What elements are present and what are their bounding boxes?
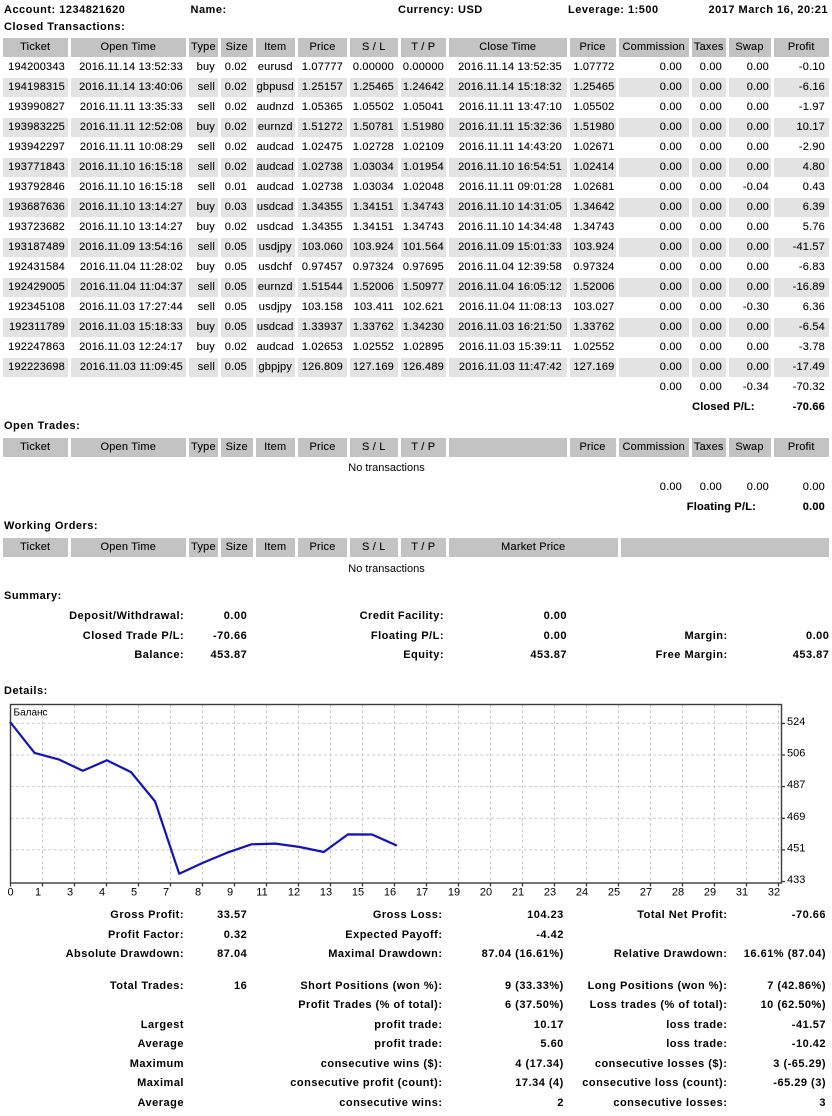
svg-text:20: 20 (480, 887, 492, 899)
svg-text:24: 24 (576, 887, 588, 899)
svg-text:13: 13 (320, 887, 332, 899)
svg-text:25: 25 (608, 887, 620, 899)
svg-text:32: 32 (768, 887, 780, 899)
svg-text:31: 31 (736, 887, 748, 899)
svg-text:15: 15 (352, 887, 364, 899)
svg-text:524: 524 (787, 716, 805, 728)
svg-text:506: 506 (787, 748, 805, 760)
svg-text:12: 12 (288, 887, 300, 899)
svg-text:5: 5 (131, 887, 137, 899)
svg-text:7: 7 (163, 887, 169, 899)
svg-text:16: 16 (384, 887, 396, 899)
svg-text:3: 3 (67, 887, 73, 899)
svg-text:29: 29 (704, 887, 716, 899)
svg-text:19: 19 (448, 887, 460, 899)
svg-text:1: 1 (35, 887, 41, 899)
svg-text:8: 8 (195, 887, 201, 899)
svg-text:17: 17 (416, 887, 428, 899)
svg-text:11: 11 (256, 887, 267, 899)
svg-text:469: 469 (787, 811, 805, 823)
svg-text:451: 451 (787, 842, 805, 854)
svg-text:23: 23 (544, 887, 556, 899)
svg-text:9: 9 (227, 887, 233, 899)
svg-text:27: 27 (640, 887, 652, 899)
svg-text:487: 487 (787, 779, 805, 791)
svg-text:0: 0 (7, 887, 13, 899)
svg-text:21: 21 (512, 887, 524, 899)
svg-text:4: 4 (99, 887, 105, 899)
svg-text:433: 433 (787, 874, 805, 886)
svg-text:28: 28 (672, 887, 684, 899)
svg-text:Баланс: Баланс (14, 707, 48, 718)
